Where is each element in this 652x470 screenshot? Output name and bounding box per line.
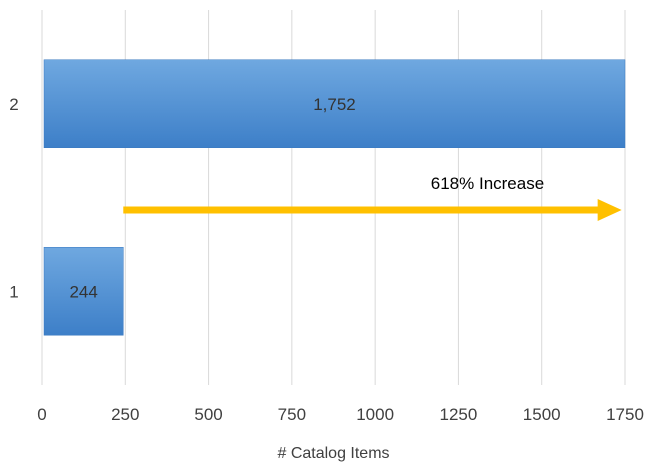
x-tick-label: 500	[194, 405, 222, 424]
x-tick-label: 1250	[440, 405, 478, 424]
y-category-labels: 12	[9, 95, 18, 302]
y-category-label: 2	[9, 95, 18, 114]
x-axis-title: # Catalog Items	[277, 445, 389, 462]
x-tick-label: 1500	[523, 405, 561, 424]
bar-data-label: 244	[69, 282, 97, 301]
bar-data-label: 1,752	[313, 95, 356, 114]
bar	[43, 59, 626, 148]
x-tick-label: 0	[37, 405, 46, 424]
x-tick-label: 1750	[606, 405, 644, 424]
x-tick-labels: 0 250 500 750 1000 1250 1500 1750	[37, 405, 644, 424]
annotation: 618% Increase	[123, 174, 622, 221]
y-category-label: 1	[9, 282, 18, 301]
x-tick-label: 1000	[356, 405, 394, 424]
bars: 244 1,752	[43, 59, 626, 336]
annotation-label: 618% Increase	[431, 174, 544, 193]
bar	[43, 247, 124, 336]
x-tick-label: 750	[278, 405, 306, 424]
annotation-arrow-head	[597, 199, 622, 221]
x-tick-label: 250	[111, 405, 139, 424]
